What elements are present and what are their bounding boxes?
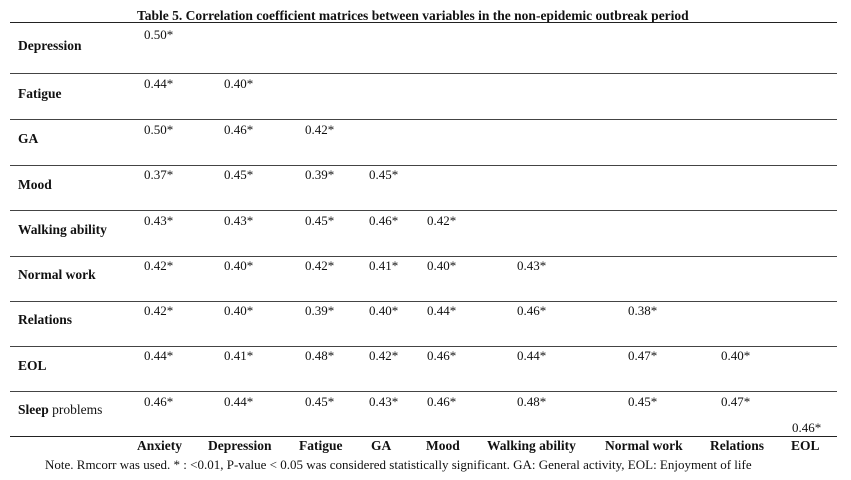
table-cell: 0.44*	[144, 76, 174, 91]
row-label-ga: GA	[18, 131, 39, 146]
table-cell: 0.50*	[144, 27, 174, 42]
table-cell: 0.42*	[427, 213, 457, 228]
table-cell: 0.40*	[224, 258, 254, 273]
table-cell: 0.43*	[144, 213, 174, 228]
column-header-fatigue: Fatigue	[299, 438, 343, 453]
row-divider	[10, 391, 837, 392]
table-cell: 0.48*	[305, 348, 335, 363]
row-label-relations: Relations	[18, 312, 72, 327]
table-cell: 0.44*	[517, 348, 547, 363]
row-divider	[10, 256, 837, 257]
table-cell: 0.42*	[305, 258, 335, 273]
column-header-anxiety: Anxiety	[137, 438, 182, 453]
table-cell: 0.40*	[369, 303, 399, 318]
table-cell: 0.46*	[427, 394, 457, 409]
column-header-walking-ability: Walking ability	[487, 438, 576, 453]
table-cell: 0.47*	[721, 394, 751, 409]
table-note: Note. Rmcorr was used. * : <0.01, P-valu…	[45, 457, 752, 472]
table-cell: 0.42*	[369, 348, 399, 363]
table-cell: 0.45*	[305, 394, 335, 409]
column-header-normal-work: Normal work	[605, 438, 683, 453]
table-cell: 0.45*	[628, 394, 658, 409]
table-cell: 0.44*	[144, 348, 174, 363]
column-header-eol: EOL	[791, 438, 820, 453]
table-cell: 0.46*	[144, 394, 174, 409]
header-rule	[10, 436, 837, 437]
column-header-relations: Relations	[710, 438, 764, 453]
row-label-sleep: Sleep	[18, 402, 49, 417]
row-divider	[10, 346, 837, 347]
row-divider	[10, 73, 837, 74]
table-cell: 0.42*	[305, 122, 335, 137]
table-cell: 0.50*	[144, 122, 174, 137]
table-cell: 0.40*	[224, 76, 254, 91]
row-label-depression: Depression	[18, 38, 82, 53]
column-header-mood: Mood	[426, 438, 460, 453]
table-cell: 0.41*	[369, 258, 399, 273]
table-cell: 0.46*	[427, 348, 457, 363]
row-label-sleep-problems: Sleep problems	[18, 402, 102, 418]
table-cell: 0.45*	[369, 167, 399, 182]
table-cell: 0.43*	[517, 258, 547, 273]
table-cell: 0.41*	[224, 348, 254, 363]
table-cell: 0.40*	[427, 258, 457, 273]
table-cell: 0.45*	[305, 213, 335, 228]
table-cell: 0.40*	[224, 303, 254, 318]
table-cell: 0.39*	[305, 303, 335, 318]
row-label-problems: problems	[48, 402, 103, 417]
table-cell: 0.43*	[224, 213, 254, 228]
table-cell: 0.40*	[721, 348, 751, 363]
table-cell: 0.46*	[369, 213, 399, 228]
table-cell: 0.44*	[427, 303, 457, 318]
table-cell: 0.42*	[144, 303, 174, 318]
table-cell: 0.42*	[144, 258, 174, 273]
table-cell: 0.47*	[628, 348, 658, 363]
row-divider	[10, 119, 837, 120]
table-cell: 0.46*	[792, 420, 822, 435]
table-cell: 0.45*	[224, 167, 254, 182]
row-divider	[10, 165, 837, 166]
table-cell: 0.44*	[224, 394, 254, 409]
table-cell: 0.43*	[369, 394, 399, 409]
column-header-ga: GA	[371, 438, 392, 453]
row-label-normal-work: Normal work	[18, 267, 96, 282]
table-cell: 0.38*	[628, 303, 658, 318]
row-divider	[10, 210, 837, 211]
row-label-fatigue: Fatigue	[18, 86, 62, 101]
table-cell: 0.48*	[517, 394, 547, 409]
table-cell: 0.46*	[517, 303, 547, 318]
row-label-eol: EOL	[18, 358, 47, 373]
table-title: Table 5. Correlation coefficient matrice…	[137, 8, 689, 23]
column-header-depression: Depression	[208, 438, 272, 453]
table-cell: 0.37*	[144, 167, 174, 182]
row-label-walking-ability: Walking ability	[18, 222, 107, 237]
row-label-mood: Mood	[18, 177, 52, 192]
table-cell: 0.39*	[305, 167, 335, 182]
table-top-rule	[10, 22, 837, 23]
row-divider	[10, 301, 837, 302]
table-cell: 0.46*	[224, 122, 254, 137]
